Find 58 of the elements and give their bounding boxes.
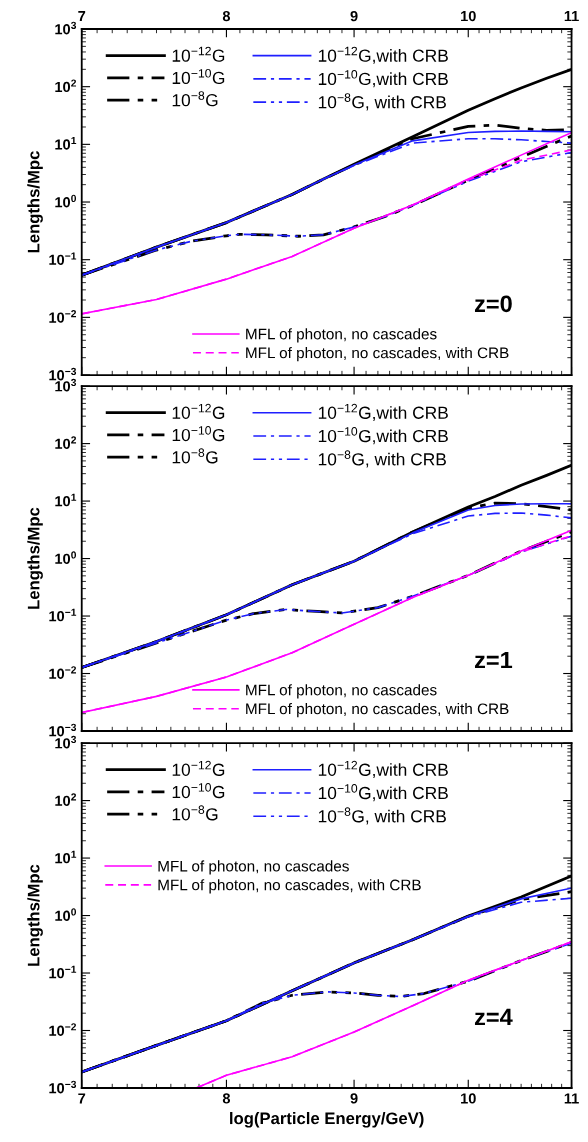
legend-label: 10$^{−10}$G,with CRB bbox=[318, 70, 448, 88]
y-axis-title: Lengths/Mpc bbox=[27, 151, 43, 253]
legend-label: 10$^{−12}$G bbox=[172, 760, 225, 776]
y-tick-label: 10$^{1}$ bbox=[55, 137, 77, 150]
y-tick-label: 10$^{2}$ bbox=[55, 79, 77, 93]
legend-label: 10$^{−8}$G, with CRB bbox=[318, 807, 446, 825]
y-tick-label: 10$^{−1}$ bbox=[49, 608, 77, 622]
annotation: z=1 bbox=[474, 651, 513, 669]
y-tick-label: 10$^{−1}$ bbox=[49, 252, 77, 265]
y-tick-label: 10$^{−1}$ bbox=[49, 965, 77, 979]
y-tick-label: 10$^{−3}$ bbox=[49, 1080, 77, 1094]
legend-label: 10$^{−10}$G,with CRB bbox=[318, 427, 448, 445]
x-tick-label: 10 bbox=[461, 1093, 476, 1104]
y-tick-label: 10$^{1}$ bbox=[55, 493, 77, 507]
x-tick-label: 9 bbox=[350, 10, 358, 22]
legend-label: 10$^{−8}$G, with CRB bbox=[318, 450, 446, 468]
legend-label: 10$^{−8}$G bbox=[172, 805, 218, 821]
x-tick-label: 9 bbox=[350, 1093, 358, 1104]
legend-label: 10$^{−8}$G bbox=[172, 91, 218, 107]
legend-label: MFL of photon, no cascades, with CRB bbox=[158, 879, 421, 894]
x-tick-label: 8 bbox=[222, 10, 231, 22]
y-axis-title: Lengths/Mpc bbox=[27, 864, 43, 966]
x-axis-title: log(Particle Energy/GeV) bbox=[230, 1111, 424, 1128]
legend-label: MFL of photon, no cascades bbox=[246, 684, 437, 699]
legend-label: 10$^{−10}$G bbox=[172, 783, 225, 799]
x-tick-label: 8 bbox=[222, 1093, 231, 1104]
legend-label: 10$^{−8}$G, with CRB bbox=[318, 93, 446, 111]
y-tick-label: 10$^{0}$ bbox=[55, 551, 77, 564]
x-tick-label: 7 bbox=[78, 1093, 86, 1104]
y-tick-label: 10$^{1}$ bbox=[55, 850, 77, 864]
y-tick-label: 10$^{3}$ bbox=[55, 21, 77, 35]
legend-label: 10$^{−8}$G bbox=[172, 448, 218, 464]
legend-label: MFL of photon, no cascades bbox=[158, 860, 349, 875]
legend-label: 10$^{−12}$G bbox=[172, 46, 225, 62]
y-axis-title: Lengths/Mpc bbox=[27, 507, 43, 609]
annotation: z=4 bbox=[474, 1008, 513, 1026]
x-tick-label: 10 bbox=[461, 10, 476, 22]
legend-label: 10$^{−12}$G,with CRB bbox=[318, 46, 448, 64]
y-tick-label: 10$^{2}$ bbox=[55, 793, 77, 806]
y-tick-label: 10$^{−2}$ bbox=[49, 310, 77, 323]
x-tick-label: 11 bbox=[564, 11, 579, 22]
x-tick-label: 11 bbox=[564, 1093, 579, 1104]
y-tick-label: 10$^{0}$ bbox=[55, 908, 77, 921]
legend-label: 10$^{−12}$G,with CRB bbox=[318, 403, 448, 421]
legend-label: 10$^{−12}$G,with CRB bbox=[318, 760, 448, 778]
legend-label: 10$^{−10}$G bbox=[172, 426, 225, 442]
y-tick-label: 10$^{−2}$ bbox=[49, 666, 77, 679]
y-tick-label: 10$^{0}$ bbox=[55, 194, 77, 208]
x-tick-label: 7 bbox=[78, 11, 86, 22]
legend-label: MFL of photon, no cascades, with CRB bbox=[246, 347, 509, 362]
legend-label: 10$^{−10}$G,with CRB bbox=[318, 784, 448, 802]
legend-label: 10$^{−12}$G bbox=[172, 403, 225, 419]
y-tick-label: 10$^{−2}$ bbox=[49, 1023, 77, 1036]
y-tick-label: 10$^{2}$ bbox=[55, 436, 77, 449]
legend-label: 10$^{−10}$G bbox=[172, 69, 225, 85]
legend-label: MFL of photon, no cascades bbox=[246, 328, 437, 343]
legend-label: MFL of photon, no cascades, with CRB bbox=[246, 703, 509, 718]
annotation: z=0 bbox=[474, 295, 512, 313]
